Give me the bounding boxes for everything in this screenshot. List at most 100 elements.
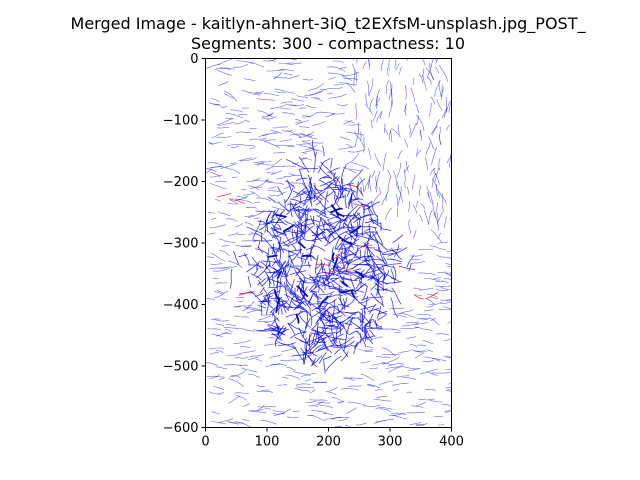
edge-segment-blue xyxy=(273,71,282,79)
edge-segment-blue xyxy=(296,280,307,282)
edge-segment-blue xyxy=(309,340,320,351)
edge-segment-blue xyxy=(230,109,243,113)
edge-segment-blue xyxy=(247,233,254,235)
edge-segment-blue xyxy=(330,344,350,347)
edge-segment-blue xyxy=(363,201,381,211)
edge-segment-blue xyxy=(296,222,299,242)
edge-segment-blue xyxy=(301,152,307,155)
edge-segment-blue xyxy=(364,254,372,262)
edge-segment-blue xyxy=(338,272,347,275)
edge-segment-blue xyxy=(406,255,415,268)
edge-segment-blue xyxy=(340,165,347,185)
edge-segment-blue xyxy=(235,195,249,201)
edge-segment-blue xyxy=(215,162,223,165)
edge-segment-blue xyxy=(291,98,305,102)
edge-segment-blue xyxy=(405,321,419,324)
edge-segment-blue xyxy=(265,166,274,170)
edge-segment-blue xyxy=(249,92,261,96)
edge-segment-blue xyxy=(264,140,280,149)
edge-segment-blue xyxy=(213,103,220,106)
edge-segment-blue xyxy=(311,355,322,366)
edge-segment-blue xyxy=(207,256,215,259)
edge-segment-blue xyxy=(261,113,273,118)
edge-segment-blue xyxy=(375,249,383,253)
edge-segment-blue xyxy=(350,377,363,379)
edge-segment-blue xyxy=(374,153,382,167)
edge-segment-blue xyxy=(426,371,439,376)
edge-segment-blue xyxy=(254,217,260,219)
edge-segment-blue xyxy=(216,136,232,138)
edge-segment-blue xyxy=(348,183,357,201)
edge-segment-blue xyxy=(319,211,327,216)
edge-segment-blue xyxy=(406,412,425,414)
edge-segment-blue xyxy=(324,187,344,190)
edge-segment-blue xyxy=(248,185,260,191)
edge-segment-blue xyxy=(360,305,375,310)
edge-segment-blue xyxy=(375,264,395,268)
edge-segment-blue xyxy=(327,312,339,318)
edge-segment-blue xyxy=(367,307,379,313)
edge-segment-blue xyxy=(445,407,452,413)
edge-segment-blue xyxy=(260,261,272,274)
edge-segment-blue xyxy=(234,315,249,318)
edge-segment-blue xyxy=(237,327,255,332)
edge-segment-blue xyxy=(230,162,236,164)
edge-segment-blue xyxy=(245,206,257,209)
edge-segment-blue xyxy=(290,331,307,339)
axes-frame xyxy=(205,58,452,428)
edge-segment-blue xyxy=(439,65,449,82)
edge-segment-blue xyxy=(340,351,349,362)
edge-segment-blue xyxy=(310,215,315,225)
edge-segment-blue xyxy=(263,221,275,225)
edge-segment-blue xyxy=(446,265,452,268)
edge-segment-blue xyxy=(350,277,357,294)
edge-segment-blue xyxy=(282,165,297,168)
edge-segment-blue xyxy=(369,303,377,315)
edge-segment-blue xyxy=(326,391,337,396)
edge-segment-blue xyxy=(448,100,451,113)
edge-segment-blue xyxy=(357,349,374,351)
edge-segment-blue xyxy=(219,67,235,70)
edge-segment-blue xyxy=(309,295,313,303)
edge-segment-blue xyxy=(302,140,311,142)
edge-segment-blue xyxy=(233,121,245,125)
edge-segment-blue xyxy=(376,290,384,306)
edge-segment-blue xyxy=(352,63,356,73)
edge-segment-blue xyxy=(419,74,424,84)
edge-segment-blue xyxy=(297,242,306,249)
edge-segment-blue xyxy=(385,194,387,202)
edge-segment-blue xyxy=(255,264,270,279)
edge-segment-blue xyxy=(294,387,310,392)
edge-segment-blue xyxy=(249,138,267,141)
edge-segment-blue xyxy=(250,231,259,236)
edge-segment-blue xyxy=(264,214,270,233)
edge-segment-blue xyxy=(438,157,441,171)
edge-segment-blue xyxy=(356,181,359,201)
edge-segment-blue xyxy=(289,203,293,218)
edge-segment-blue xyxy=(389,81,393,98)
edge-segment-blue xyxy=(436,99,443,111)
edge-segment-blue xyxy=(214,291,224,295)
edge-segment-blue xyxy=(412,204,417,214)
edge-segment-blue xyxy=(276,217,286,223)
edge-segment-blue xyxy=(256,162,265,166)
edge-segment-blue xyxy=(271,158,283,166)
edge-segment-blue xyxy=(348,255,364,265)
edge-segment-blue xyxy=(412,174,416,190)
edge-segment-blue xyxy=(331,416,350,420)
edge-segment-blue xyxy=(408,262,412,272)
edge-segment-blue xyxy=(225,324,237,327)
edge-segment-blue xyxy=(437,232,441,240)
edge-segment-red xyxy=(361,244,373,247)
edge-segment-blue xyxy=(439,191,447,205)
edge-segment-blue xyxy=(261,271,276,287)
edge-segment-blue xyxy=(328,294,343,298)
edge-segment-blue xyxy=(331,273,352,280)
edge-segment-blue xyxy=(356,330,367,347)
edge-segment-blue xyxy=(287,203,298,205)
edge-segment-blue xyxy=(341,388,359,391)
edge-segment-blue xyxy=(406,336,416,339)
edge-segment-blue xyxy=(416,200,419,208)
edge-segment-blue xyxy=(355,245,376,249)
edge-segment-blue xyxy=(428,209,433,226)
